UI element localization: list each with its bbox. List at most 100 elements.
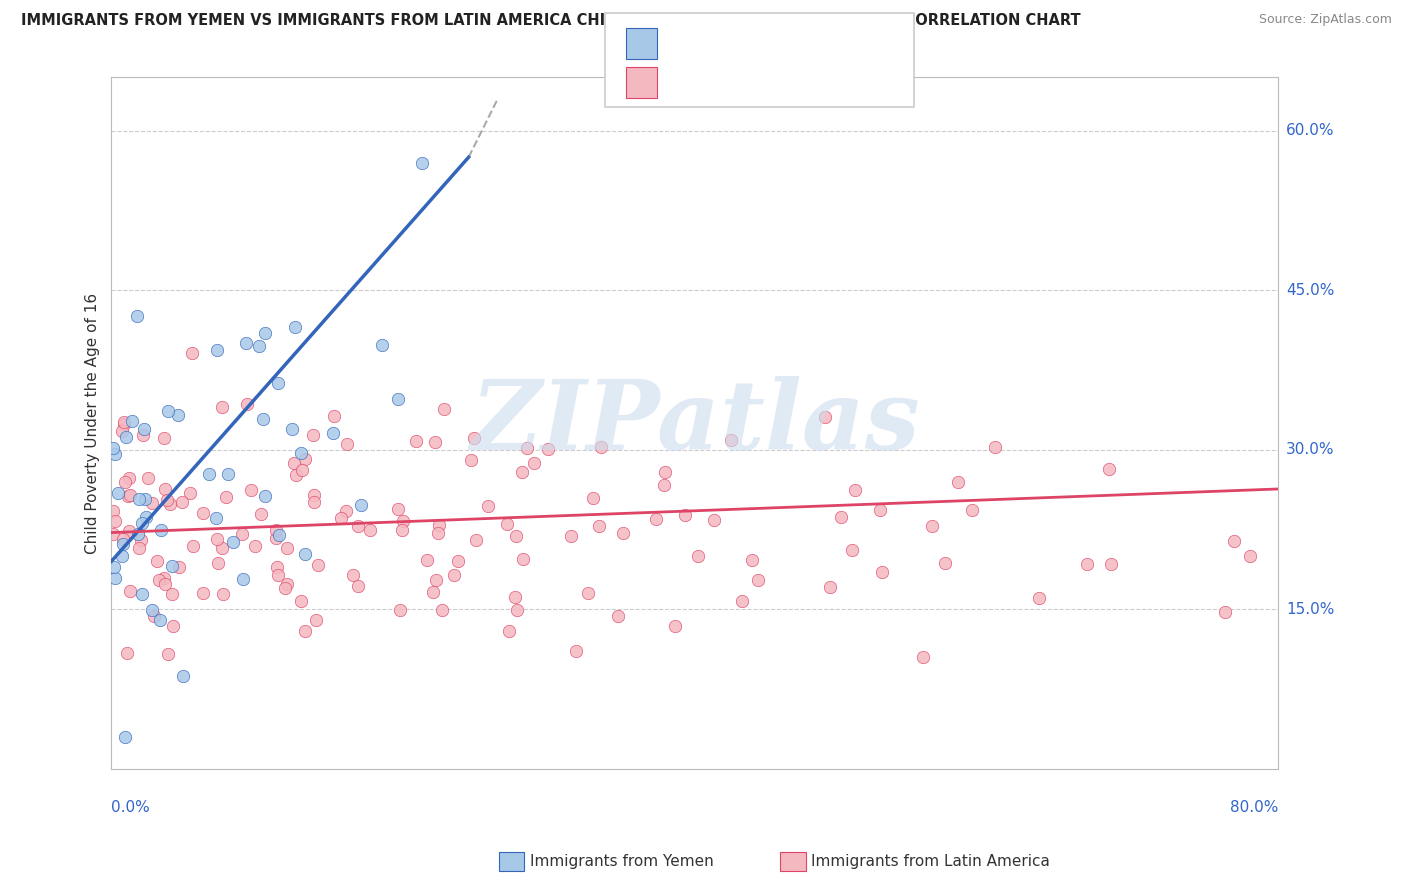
Point bbox=[565, 644, 588, 658]
Point bbox=[818, 580, 841, 594]
Point bbox=[747, 573, 769, 587]
Point bbox=[741, 553, 763, 567]
Point bbox=[136, 471, 159, 485]
Point bbox=[264, 532, 287, 546]
Point bbox=[984, 440, 1007, 454]
Point bbox=[302, 488, 325, 502]
Point bbox=[405, 434, 427, 448]
Point bbox=[129, 533, 152, 547]
Point bbox=[156, 493, 179, 508]
Point bbox=[235, 336, 257, 351]
Point bbox=[426, 525, 449, 540]
Point bbox=[654, 465, 676, 479]
Point bbox=[247, 339, 270, 353]
Text: 0.506: 0.506 bbox=[704, 36, 756, 54]
Point bbox=[211, 400, 233, 414]
Point bbox=[294, 547, 316, 561]
Text: 45.0%: 45.0% bbox=[1286, 283, 1334, 298]
Point bbox=[267, 376, 290, 391]
Point bbox=[664, 619, 686, 633]
Point bbox=[104, 514, 127, 528]
Point bbox=[191, 586, 214, 600]
Point bbox=[465, 533, 488, 547]
Point bbox=[652, 477, 675, 491]
Point bbox=[211, 541, 233, 556]
Point bbox=[205, 511, 228, 525]
Point bbox=[114, 475, 136, 490]
Point bbox=[512, 552, 534, 566]
Point bbox=[305, 613, 328, 627]
Point bbox=[589, 440, 612, 454]
Point bbox=[703, 513, 725, 527]
Point bbox=[191, 506, 214, 520]
Point bbox=[1028, 591, 1050, 605]
Point bbox=[523, 456, 546, 470]
Point bbox=[387, 392, 409, 407]
Point bbox=[350, 498, 373, 512]
Point bbox=[131, 516, 153, 530]
Point bbox=[294, 624, 316, 638]
Point bbox=[205, 343, 228, 357]
Point bbox=[322, 409, 344, 424]
Point bbox=[236, 397, 259, 411]
Point bbox=[422, 584, 444, 599]
Point bbox=[347, 519, 370, 533]
Point bbox=[411, 155, 433, 169]
Point bbox=[329, 511, 352, 525]
Point bbox=[477, 500, 499, 514]
Point bbox=[131, 428, 153, 442]
Point bbox=[948, 475, 970, 489]
Point bbox=[125, 309, 148, 323]
Text: 30.0%: 30.0% bbox=[1286, 442, 1334, 457]
Text: 80.0%: 80.0% bbox=[1230, 800, 1278, 814]
Point bbox=[503, 591, 526, 605]
Point bbox=[496, 516, 519, 531]
Point bbox=[294, 452, 316, 467]
Point bbox=[371, 338, 394, 352]
Point bbox=[578, 586, 600, 600]
Text: 60.0%: 60.0% bbox=[1286, 123, 1334, 138]
Point bbox=[291, 462, 314, 476]
Point bbox=[114, 417, 136, 432]
Point bbox=[1213, 605, 1236, 619]
Point bbox=[205, 532, 228, 546]
Point bbox=[342, 568, 364, 582]
Point bbox=[141, 603, 163, 617]
Point bbox=[218, 467, 240, 481]
Point bbox=[267, 528, 290, 542]
Text: 15.0%: 15.0% bbox=[1286, 601, 1334, 616]
Point bbox=[912, 649, 935, 664]
Point bbox=[111, 425, 134, 439]
Point bbox=[153, 482, 176, 496]
Text: Immigrants from Latin America: Immigrants from Latin America bbox=[811, 855, 1050, 869]
Point bbox=[112, 532, 135, 546]
Text: 47: 47 bbox=[799, 36, 828, 54]
Point bbox=[416, 553, 439, 567]
Text: N =: N = bbox=[756, 36, 793, 54]
Point bbox=[166, 409, 188, 423]
Point bbox=[134, 492, 156, 507]
Point bbox=[212, 587, 235, 601]
Point bbox=[111, 537, 134, 551]
Point bbox=[141, 496, 163, 510]
Point bbox=[869, 503, 891, 517]
Point bbox=[127, 526, 149, 541]
Text: ZIPatlas: ZIPatlas bbox=[470, 376, 920, 470]
Y-axis label: Child Poverty Under the Age of 16: Child Poverty Under the Age of 16 bbox=[86, 293, 100, 554]
Point bbox=[281, 422, 304, 436]
Point bbox=[103, 560, 125, 574]
Point bbox=[276, 541, 298, 555]
Point bbox=[463, 431, 485, 445]
Text: 0.0%: 0.0% bbox=[111, 800, 150, 814]
Point bbox=[267, 568, 290, 582]
Point bbox=[606, 609, 628, 624]
Point bbox=[391, 524, 413, 538]
Text: 0.063: 0.063 bbox=[704, 75, 756, 93]
Point bbox=[830, 509, 852, 524]
Point bbox=[135, 509, 157, 524]
Point bbox=[169, 559, 191, 574]
Point bbox=[264, 523, 287, 537]
Point bbox=[347, 579, 370, 593]
Point bbox=[1223, 534, 1246, 549]
Point bbox=[112, 415, 135, 429]
